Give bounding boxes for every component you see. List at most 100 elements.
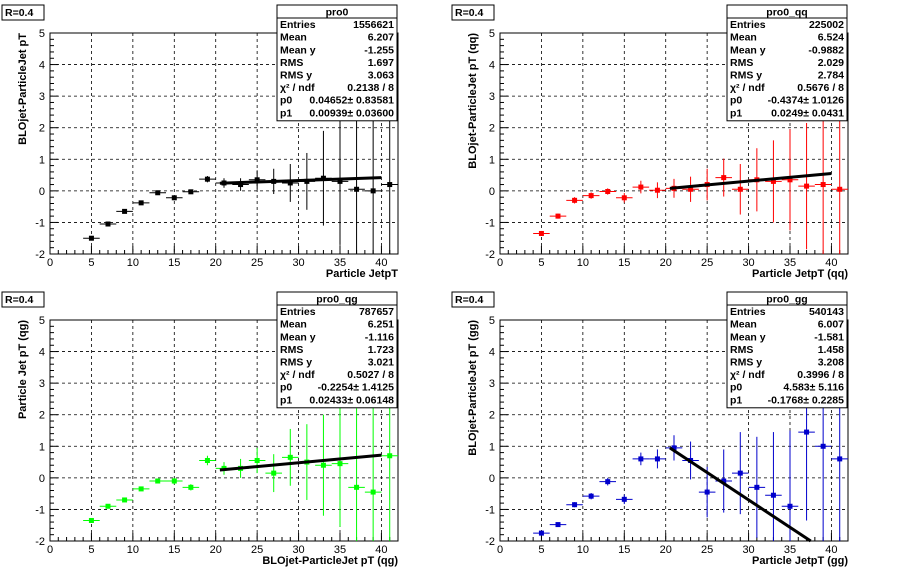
y-axis-title: Particle Jet pT (qg)	[17, 320, 29, 419]
fit-line	[669, 446, 812, 543]
y-tick-label: 5	[489, 315, 495, 327]
stats-row-value: 225002	[809, 19, 844, 31]
point-marker	[654, 187, 660, 193]
point-marker	[671, 445, 677, 451]
stats-row-label: RMS y	[730, 357, 762, 369]
data-point	[566, 197, 583, 204]
plot-frame	[49, 32, 399, 255]
stats-row-label: p0	[280, 382, 292, 394]
point-marker	[654, 456, 660, 462]
corner-label: R=0.4	[455, 294, 483, 306]
point-marker	[238, 182, 244, 188]
data-point	[199, 176, 216, 183]
stats-box: pro0 Entries 1556621 Mean 6.207 Mean y -1.255 R…	[276, 4, 398, 122]
data-point	[665, 435, 683, 461]
point-marker	[837, 186, 843, 192]
data-point	[282, 164, 299, 202]
y-axis-title: BLOjet-ParticleJet pT (qq)	[467, 33, 479, 169]
point-marker	[770, 178, 776, 184]
stats-row-label: p1	[280, 107, 292, 119]
point-marker	[588, 193, 594, 199]
point-marker	[820, 443, 826, 449]
x-tick-label: 10	[577, 544, 589, 556]
stats-row-label: p1	[730, 107, 742, 119]
x-tick-label: 0	[47, 544, 53, 556]
stats-row-label: RMS y	[280, 357, 312, 369]
stats-row-label: RMS	[730, 57, 753, 69]
corner-label: R=0.4	[5, 294, 33, 306]
corner-label-frame	[451, 4, 495, 21]
y-tick-label: 4	[39, 347, 45, 359]
stats-row-label: Mean	[730, 32, 757, 44]
corner-label-frame	[451, 291, 495, 308]
x-tick-label: 0	[497, 257, 503, 269]
point-marker	[555, 213, 561, 219]
x-tick-label: 40	[375, 257, 387, 269]
y-tick-label: -1	[35, 504, 45, 516]
stats-frame	[276, 291, 398, 409]
stats-row-value: 0.0249± 0.0431	[771, 107, 844, 119]
point-marker	[122, 208, 128, 214]
stats-row-label: p0	[730, 95, 742, 107]
x-tick-label: 10	[577, 257, 589, 269]
stats-row-label: RMS	[730, 344, 753, 356]
stats-row-value: 0.2138 / 8	[347, 82, 394, 94]
point-marker	[721, 175, 727, 181]
data-point	[599, 188, 616, 195]
y-tick-label: -1	[485, 217, 495, 229]
data-point	[265, 454, 282, 493]
plot-pad-4: 0 5 10 15 20 25 30 35 40 -2 -1 0 1 2 3 4 5 Particle JetpT…	[451, 291, 849, 567]
x-tick-label: 30	[292, 257, 304, 269]
plot-frame	[499, 32, 849, 255]
y-tick-label: 4	[39, 60, 45, 72]
data-point	[132, 200, 150, 206]
x-tick-label: 15	[168, 257, 180, 269]
data-point	[116, 208, 133, 214]
point-marker	[105, 221, 111, 227]
stats-row-label: Entries	[730, 306, 766, 318]
corner-label-box: R=0.4	[451, 4, 495, 21]
point-marker	[804, 429, 810, 435]
data-point	[182, 484, 200, 491]
stats-row-value: 0.3996 / 8	[797, 369, 844, 381]
point-marker	[704, 489, 710, 495]
stats-row-value: 3.208	[818, 357, 844, 369]
point-marker	[605, 479, 611, 485]
y-tick-label: 2	[39, 123, 45, 135]
stats-row-value: 1556621	[353, 19, 394, 31]
point-marker	[138, 200, 144, 206]
x-tick-label: 30	[742, 544, 754, 556]
stats-row-label: p0	[730, 382, 742, 394]
data-point	[798, 122, 815, 250]
point-marker	[204, 176, 210, 182]
data-point	[232, 178, 249, 191]
corner-label: R=0.4	[5, 7, 33, 19]
stats-row-value: 1.458	[818, 344, 844, 356]
stats-row-label: RMS y	[280, 70, 312, 82]
stats-row-value: 540143	[809, 306, 844, 318]
point-marker	[721, 478, 727, 484]
point-marker	[337, 178, 343, 184]
x-tick-label: 15	[618, 257, 630, 269]
x-axis-title: Particle JetpT	[326, 268, 398, 280]
stats-row-value: -0.1768± 0.2285	[768, 394, 845, 406]
y-tick-label: 2	[39, 410, 45, 422]
point-marker	[155, 478, 161, 484]
data-point	[248, 447, 266, 474]
data-point	[116, 497, 133, 503]
point-marker	[354, 186, 360, 192]
stats-row-label: Mean	[730, 319, 757, 331]
plot-pad-3: 0 5 10 15 20 25 30 35 40 -2 -1 0 1 2 3 4 5 BLOjet-Particl…	[1, 291, 399, 567]
point-marker	[287, 454, 293, 460]
stats-row-value: 4.583± 5.116	[783, 382, 844, 394]
stats-row-value: 0.00939± 0.03600	[309, 107, 394, 119]
y-tick-label: 2	[489, 123, 495, 135]
stats-row-value: -1.255	[364, 44, 394, 56]
point-marker	[254, 457, 260, 463]
x-tick-label: 20	[660, 544, 672, 556]
x-tick-label: 5	[538, 544, 544, 556]
point-marker	[588, 493, 594, 499]
data-point	[582, 192, 600, 199]
data-point	[649, 449, 666, 469]
stats-row-value: 0.04652± 0.83581	[309, 95, 394, 107]
